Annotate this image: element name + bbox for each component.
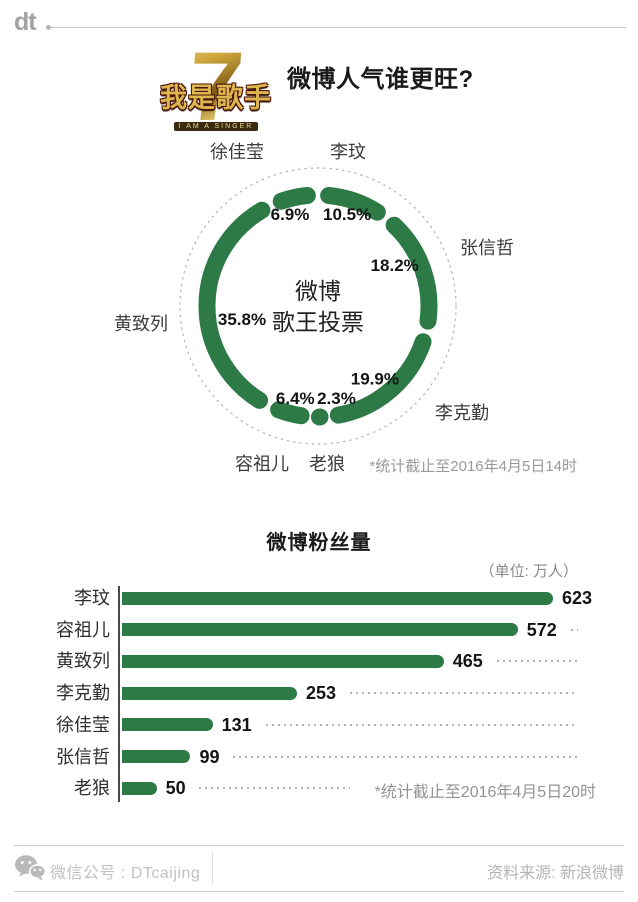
donut-segment-黄致列 <box>198 201 271 409</box>
donut-percent-label: 10.5% <box>323 205 371 224</box>
donut-segment-张信哲 <box>385 216 438 330</box>
donut-center-label: 微博 歌王投票 <box>228 276 408 338</box>
header-rule <box>46 25 626 30</box>
row-dash-line <box>233 755 578 758</box>
footer-wechat-account: 微信公号 : DTcaijing <box>50 865 201 882</box>
donut-segment-李玟 <box>320 187 386 221</box>
row-dash-line <box>349 692 578 695</box>
footer-rule-top <box>14 845 624 846</box>
show-logo-name: 我是歌手 <box>160 83 272 113</box>
row-dash-line <box>199 787 350 790</box>
donut-percent-label: 18.2% <box>371 256 419 275</box>
donut-center-line: 歌王投票 <box>272 309 364 335</box>
donut-name-label: 徐佳莹 <box>210 142 264 162</box>
bar-axis-line <box>118 586 120 802</box>
wechat-icon <box>15 855 46 881</box>
donut-name-label: 李克勤 <box>435 403 489 423</box>
donut-chart: 10.5% 李玟 18.2% 张信哲 19.9% 李克勤 2.3% 老狼 6.4% 容祖儿 35.8… <box>114 142 514 474</box>
bar-value: 253 <box>306 683 337 704</box>
donut-name-label: 李玟 <box>330 142 366 162</box>
donut-footnote: *统计截止至2016年4月5日14时 <box>369 458 577 475</box>
footer-divider <box>212 852 213 884</box>
donut-dashed-circle <box>179 167 457 445</box>
page-title: 微博人气谁更旺? <box>287 66 474 93</box>
bar-row-label: 容祖儿 <box>56 619 110 640</box>
bar-value: 572 <box>526 619 557 640</box>
row-dash-line <box>570 628 578 631</box>
header-rule-dot <box>46 25 51 30</box>
bar-value: 623 <box>562 588 593 608</box>
donut-name-label: 张信哲 <box>460 238 514 258</box>
bar-徐佳莹 <box>122 718 213 732</box>
donut-name-label: 老狼 <box>309 454 345 474</box>
bar-value: 131 <box>221 714 252 735</box>
bar-容祖儿 <box>122 623 518 637</box>
bar-row-label: 徐佳莹 <box>56 714 110 735</box>
bar-row-label: 李玟 <box>74 588 110 608</box>
donut-segment-李克勤 <box>329 333 432 424</box>
bar-unit-label: （单位: 万人） <box>479 563 578 580</box>
donut-percent-label: 35.8% <box>218 310 266 329</box>
footer-rule-bottom <box>14 891 624 892</box>
bar-row-label: 李克勤 <box>56 683 110 704</box>
show-logo-band: 我是歌手 I AM A SINGER <box>152 76 280 133</box>
donut-percent-label: 2.3% <box>317 389 356 408</box>
donut-percent-label: 19.9% <box>351 369 399 388</box>
bar-黄致列 <box>122 654 444 668</box>
show-logo: 7 我是歌手 I AM A SINGER <box>152 31 280 141</box>
row-dash-line <box>265 723 578 726</box>
show-logo-subtitle: I AM A SINGER <box>173 122 259 131</box>
bar-row-label: 张信哲 <box>56 746 110 767</box>
donut-percent-label: 6.4% <box>276 389 315 408</box>
donut-segment-容祖儿 <box>270 401 310 425</box>
bar-老狼 <box>122 781 157 795</box>
donut-name-label: 黄致列 <box>114 314 168 334</box>
footer-data-source: 资料来源: 新浪微博 <box>487 865 624 882</box>
donut-percent-label: 6.9% <box>271 205 310 224</box>
donut-name-label: 容祖儿 <box>235 454 289 474</box>
bar-value: 99 <box>199 746 220 767</box>
bar-row-label: 老狼 <box>74 778 110 799</box>
donut-segment-徐佳莹 <box>272 187 316 210</box>
bar-footnote: *统计截止至2016年4月5日20时 <box>374 784 596 801</box>
bar-value: 465 <box>452 651 483 672</box>
row-dash-line <box>496 660 578 663</box>
bar-李玟 <box>122 591 553 605</box>
bar-张信哲 <box>122 750 191 763</box>
donut-center-line: 微博 <box>295 278 341 304</box>
dt-logo: dt <box>14 8 37 36</box>
bar-row-label: 黄致列 <box>56 651 110 672</box>
bar-chart-title: 微博粉丝量 <box>266 532 372 554</box>
bar-李克勤 <box>122 686 298 700</box>
bar-value: 50 <box>165 778 186 799</box>
